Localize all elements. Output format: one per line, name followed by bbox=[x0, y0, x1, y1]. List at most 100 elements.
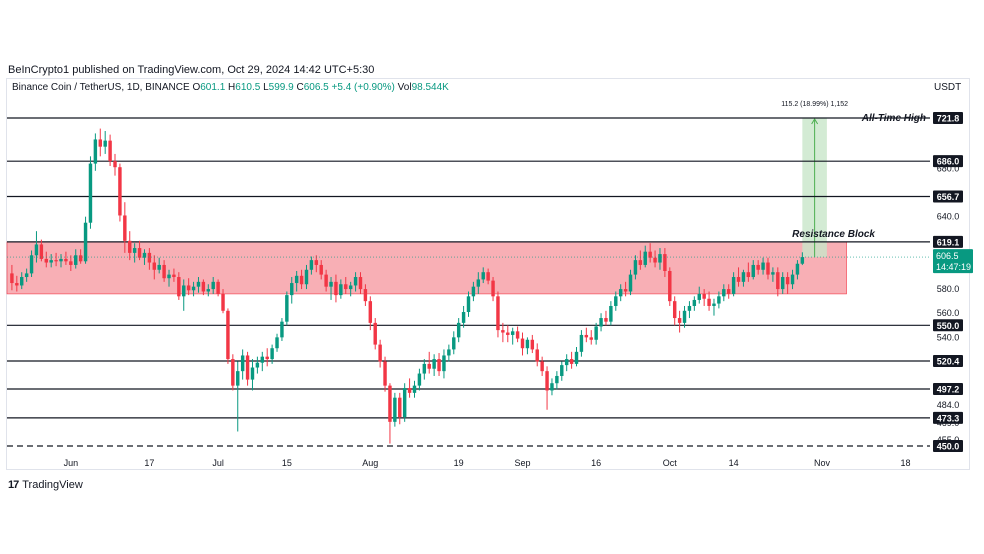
candle-body-42 bbox=[216, 281, 220, 294]
candle-body-62 bbox=[314, 260, 319, 265]
candle-body-158 bbox=[785, 277, 790, 285]
candle-body-52 bbox=[265, 356, 269, 360]
candle-body-40 bbox=[206, 289, 211, 292]
candle-body-47 bbox=[240, 355, 245, 372]
candle-body-101 bbox=[506, 332, 510, 335]
candle-body-89 bbox=[447, 349, 451, 356]
candle-body-141 bbox=[702, 293, 706, 299]
candle-body-60 bbox=[304, 269, 309, 285]
candle-body-50 bbox=[255, 362, 260, 368]
candle-body-73 bbox=[368, 301, 373, 323]
candle-body-55 bbox=[280, 321, 284, 338]
candle-body-61 bbox=[309, 260, 314, 270]
volume-value: 98.544K bbox=[411, 82, 449, 93]
candle-body-67 bbox=[339, 284, 343, 296]
candle-body-71 bbox=[358, 277, 363, 290]
candle-body-136 bbox=[677, 318, 682, 323]
x-tick-label-6: Sep bbox=[514, 458, 530, 468]
candle-body-133 bbox=[663, 254, 667, 271]
candle-body-113 bbox=[564, 359, 569, 366]
level-price-tag-8 bbox=[933, 439, 963, 452]
close-label: C bbox=[296, 82, 304, 93]
candle-body-108 bbox=[540, 361, 544, 372]
candle-body-28 bbox=[147, 252, 152, 263]
x-tick-label-7: 16 bbox=[591, 458, 601, 468]
candle-body-154 bbox=[766, 262, 770, 275]
candle-body-31 bbox=[162, 264, 166, 279]
candle-body-118 bbox=[589, 337, 593, 340]
candle-body-132 bbox=[658, 254, 662, 263]
candle-body-2 bbox=[20, 277, 24, 286]
candle-body-57 bbox=[290, 283, 294, 296]
x-tick-label-4: Aug bbox=[362, 458, 378, 468]
level-price-tag-4 bbox=[933, 319, 963, 332]
candle-body-15 bbox=[83, 222, 88, 262]
footer-brand: 17 TradingView bbox=[8, 479, 83, 491]
candle-body-143 bbox=[712, 303, 716, 306]
candle-body-5 bbox=[34, 244, 39, 256]
currency-label[interactable]: USDT bbox=[934, 82, 962, 93]
candle-body-83 bbox=[417, 373, 422, 386]
candle-body-139 bbox=[692, 299, 697, 306]
x-tick-label-0: Jun bbox=[64, 458, 79, 468]
candle-body-26 bbox=[137, 248, 142, 258]
candle-body-155 bbox=[771, 272, 775, 275]
candle-body-59 bbox=[299, 275, 304, 285]
candle-body-69 bbox=[348, 285, 353, 290]
level-price-tag-6 bbox=[933, 383, 963, 396]
candle-body-30 bbox=[157, 264, 161, 270]
candle-body-32 bbox=[167, 274, 171, 279]
candle-body-63 bbox=[319, 264, 323, 275]
candle-body-29 bbox=[152, 262, 157, 270]
current-price-text: 606.5 bbox=[936, 251, 959, 261]
candle-body-104 bbox=[520, 338, 525, 349]
chart-frame bbox=[6, 78, 970, 470]
candle-body-137 bbox=[682, 310, 687, 323]
candle-body-27 bbox=[142, 252, 147, 258]
x-tick-label-3: 15 bbox=[282, 458, 292, 468]
footer-brand-name: TradingView bbox=[22, 479, 83, 491]
close-value: 606.5 bbox=[303, 82, 329, 93]
candle-body-68 bbox=[344, 284, 348, 290]
candle-body-6 bbox=[39, 244, 44, 259]
level-price-text-5: 520.4 bbox=[937, 357, 960, 367]
candle-body-98 bbox=[491, 280, 495, 297]
candle-body-91 bbox=[456, 322, 461, 338]
candle-body-8 bbox=[49, 260, 53, 263]
y-tick-label-5: 580.0 bbox=[937, 284, 960, 294]
candle-body-161 bbox=[800, 257, 805, 264]
candle-body-157 bbox=[780, 277, 785, 290]
candle-body-109 bbox=[545, 371, 549, 391]
candle-body-56 bbox=[285, 295, 289, 322]
candle-body-34 bbox=[177, 277, 181, 297]
candle-body-77 bbox=[388, 385, 392, 422]
low-value: 599.9 bbox=[268, 82, 294, 93]
candle-body-105 bbox=[525, 339, 530, 349]
candle-body-149 bbox=[741, 272, 746, 282]
candle-body-131 bbox=[653, 257, 657, 263]
level-price-tag-5 bbox=[933, 355, 963, 368]
candle-body-87 bbox=[437, 359, 441, 372]
x-tick-label-10: Nov bbox=[814, 458, 831, 468]
candle-body-17 bbox=[93, 139, 98, 164]
candle-body-12 bbox=[69, 261, 73, 265]
candle-body-44 bbox=[226, 310, 230, 360]
candle-body-14 bbox=[78, 255, 83, 262]
candle-body-99 bbox=[496, 296, 500, 331]
x-tick-label-11: 18 bbox=[900, 458, 910, 468]
candle-body-119 bbox=[594, 326, 598, 340]
candle-body-75 bbox=[378, 344, 382, 362]
candle-body-58 bbox=[294, 275, 299, 284]
high-label: H bbox=[228, 82, 236, 93]
candle-body-39 bbox=[201, 281, 206, 292]
candle-body-145 bbox=[722, 289, 726, 297]
candle-body-84 bbox=[422, 363, 427, 374]
candle-body-140 bbox=[697, 293, 701, 300]
candle-body-79 bbox=[398, 397, 402, 418]
candle-body-93 bbox=[466, 296, 471, 313]
candle-body-97 bbox=[486, 272, 490, 281]
candle-body-16 bbox=[88, 163, 93, 223]
level-price-text-0: 721.8 bbox=[937, 113, 960, 123]
y-tick-label-3: 540.0 bbox=[937, 332, 960, 342]
